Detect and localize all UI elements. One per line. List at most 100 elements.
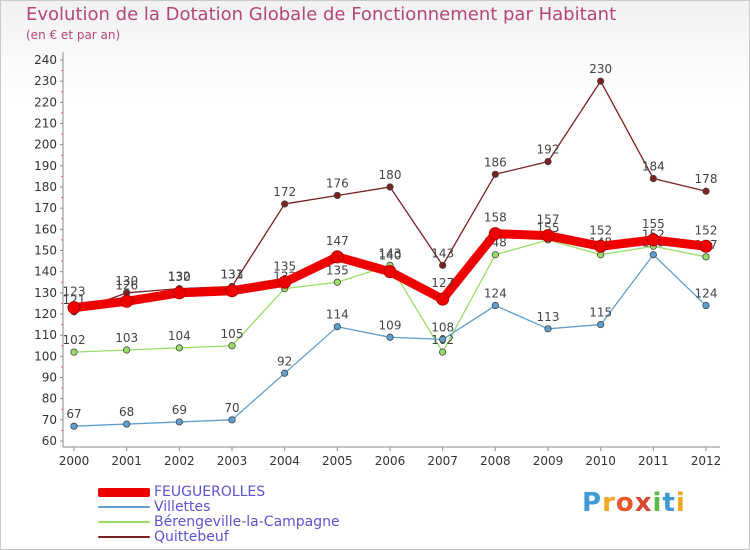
data-label-b-rengeville-la-campagne: 102 bbox=[63, 333, 86, 347]
data-label-villettes: 92 bbox=[277, 354, 292, 368]
data-point-villettes bbox=[649, 251, 657, 259]
data-point-villettes bbox=[333, 323, 341, 331]
data-point-b-rengeville-la-campagne bbox=[702, 253, 710, 261]
data-point-villettes bbox=[439, 335, 447, 343]
y-tick-label: 70 bbox=[42, 413, 57, 427]
data-label-b-rengeville-la-campagne: 135 bbox=[326, 263, 349, 277]
legend-swatch-villettes bbox=[98, 506, 150, 508]
x-tick-label: 2005 bbox=[322, 454, 353, 468]
data-point-b-rengeville-la-campagne bbox=[491, 251, 499, 259]
data-label-villettes: 113 bbox=[537, 310, 560, 324]
data-point-feuguerolles bbox=[383, 265, 397, 279]
x-tick-label: 2007 bbox=[427, 454, 458, 468]
legend-swatch-berengeville bbox=[98, 521, 150, 523]
y-tick-label: 80 bbox=[42, 392, 57, 406]
data-label-quittebeuf: 180 bbox=[379, 168, 402, 182]
data-point-villettes bbox=[281, 369, 289, 377]
data-point-quittebeuf bbox=[649, 174, 657, 183]
y-tick-label: 210 bbox=[34, 117, 57, 131]
y-tick-label: 150 bbox=[34, 244, 57, 258]
data-point-feuguerolles bbox=[278, 275, 292, 289]
data-label-feuguerolles: 135 bbox=[273, 259, 296, 273]
data-label-quittebeuf: 186 bbox=[484, 155, 507, 169]
chart-subtitle: (en € et par an) bbox=[26, 28, 121, 42]
data-label-feuguerolles: 123 bbox=[63, 285, 86, 299]
data-label-b-rengeville-la-campagne: 143 bbox=[379, 246, 402, 260]
data-label-feuguerolles: 157 bbox=[537, 213, 560, 227]
data-label-quittebeuf: 143 bbox=[431, 246, 454, 260]
data-point-quittebeuf bbox=[491, 170, 499, 178]
data-label-villettes: 68 bbox=[119, 405, 134, 419]
data-label-villettes: 69 bbox=[172, 403, 187, 417]
y-tick-label: 180 bbox=[34, 180, 57, 194]
data-point-b-rengeville-la-campagne bbox=[175, 344, 183, 352]
data-point-villettes bbox=[228, 416, 236, 424]
data-point-feuguerolles bbox=[67, 301, 81, 315]
legend-label-quittebeuf: Quittebeuf bbox=[154, 529, 229, 545]
legend-label-berengeville: Bérengeville-la-Campagne bbox=[154, 514, 340, 530]
data-label-b-rengeville-la-campagne: 104 bbox=[168, 329, 191, 343]
chart-title: Evolution de la Dotation Globale de Fonc… bbox=[26, 4, 617, 25]
data-label-villettes: 114 bbox=[326, 308, 349, 322]
x-tick-label: 2008 bbox=[480, 454, 511, 468]
x-tick-label: 2003 bbox=[217, 454, 248, 468]
data-point-quittebeuf bbox=[597, 77, 605, 85]
x-tick-label: 2010 bbox=[585, 454, 616, 468]
data-label-feuguerolles: 158 bbox=[484, 211, 507, 225]
data-point-feuguerolles bbox=[541, 229, 555, 243]
data-point-villettes bbox=[544, 325, 552, 333]
data-point-feuguerolles bbox=[436, 292, 450, 306]
data-point-feuguerolles bbox=[646, 233, 660, 247]
data-point-b-rengeville-la-campagne bbox=[70, 348, 78, 356]
legend: FEUGUEROLLES Villettes Bérengeville-la-C… bbox=[98, 485, 340, 545]
data-point-b-rengeville-la-campagne bbox=[123, 346, 131, 354]
data-point-feuguerolles bbox=[120, 294, 134, 308]
data-label-quittebeuf: 184 bbox=[642, 160, 665, 174]
data-point-quittebeuf bbox=[439, 261, 447, 269]
data-label-villettes: 109 bbox=[379, 318, 402, 332]
y-tick-label: 120 bbox=[34, 307, 57, 321]
data-point-villettes bbox=[597, 320, 605, 329]
x-tick-label: 2002 bbox=[164, 454, 195, 468]
data-point-feuguerolles bbox=[172, 286, 186, 300]
data-point-quittebeuf bbox=[333, 191, 341, 200]
data-label-feuguerolles: 127 bbox=[431, 276, 454, 290]
data-label-b-rengeville-la-campagne: 105 bbox=[221, 327, 244, 341]
data-point-feuguerolles bbox=[594, 239, 608, 253]
data-label-quittebeuf: 230 bbox=[589, 62, 612, 76]
data-point-villettes bbox=[123, 420, 131, 428]
y-tick-label: 220 bbox=[34, 95, 57, 109]
data-label-b-rengeville-la-campagne: 103 bbox=[115, 331, 138, 345]
data-label-quittebeuf: 172 bbox=[273, 185, 296, 199]
data-point-villettes bbox=[491, 301, 499, 310]
data-label-feuguerolles: 131 bbox=[221, 268, 244, 282]
data-point-feuguerolles bbox=[699, 239, 713, 253]
data-point-villettes bbox=[386, 333, 394, 341]
y-tick-label: 60 bbox=[42, 434, 57, 448]
data-label-feuguerolles: 147 bbox=[326, 234, 349, 248]
data-label-feuguerolles: 152 bbox=[695, 223, 718, 237]
y-tick-label: 90 bbox=[42, 371, 57, 385]
legend-swatch-feuguerolles bbox=[98, 487, 150, 497]
legend-item-feuguerolles: FEUGUEROLLES bbox=[98, 485, 340, 500]
data-label-villettes: 115 bbox=[589, 306, 612, 320]
x-tick-label: 2009 bbox=[533, 454, 564, 468]
data-point-b-rengeville-la-campagne bbox=[333, 278, 341, 286]
y-tick-label: 170 bbox=[34, 201, 57, 215]
data-point-b-rengeville-la-campagne bbox=[228, 342, 236, 350]
data-point-quittebeuf bbox=[386, 183, 394, 191]
proxiti-logo: Proxiti bbox=[582, 488, 686, 518]
data-label-quittebeuf: 176 bbox=[326, 176, 349, 190]
data-point-villettes bbox=[70, 422, 78, 430]
x-tick-label: 2011 bbox=[638, 454, 669, 468]
y-tick-label: 110 bbox=[34, 328, 57, 342]
data-point-villettes bbox=[175, 418, 183, 426]
y-tick-label: 130 bbox=[34, 286, 57, 300]
data-label-feuguerolles: 130 bbox=[168, 270, 191, 284]
x-tick-label: 2001 bbox=[111, 454, 142, 468]
data-point-quittebeuf bbox=[702, 187, 710, 195]
data-label-quittebeuf: 130 bbox=[115, 274, 138, 288]
data-label-feuguerolles: 140 bbox=[379, 249, 402, 263]
data-label-villettes: 108 bbox=[431, 320, 454, 334]
